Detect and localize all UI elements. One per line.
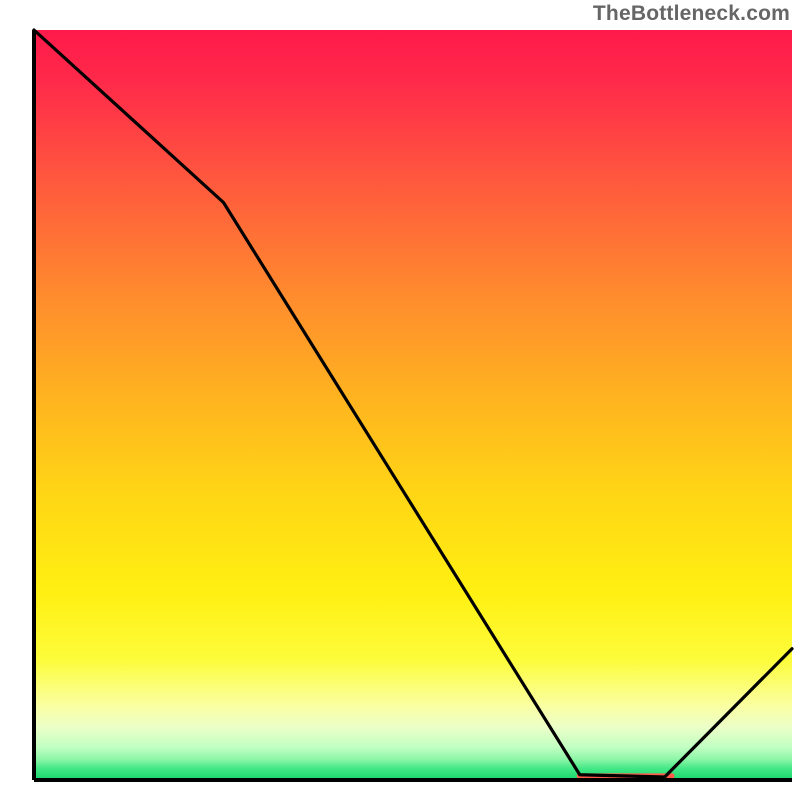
plot-background: [34, 30, 792, 780]
chart-container: TheBottleneck.com: [0, 0, 800, 800]
chart-svg: [0, 0, 800, 800]
